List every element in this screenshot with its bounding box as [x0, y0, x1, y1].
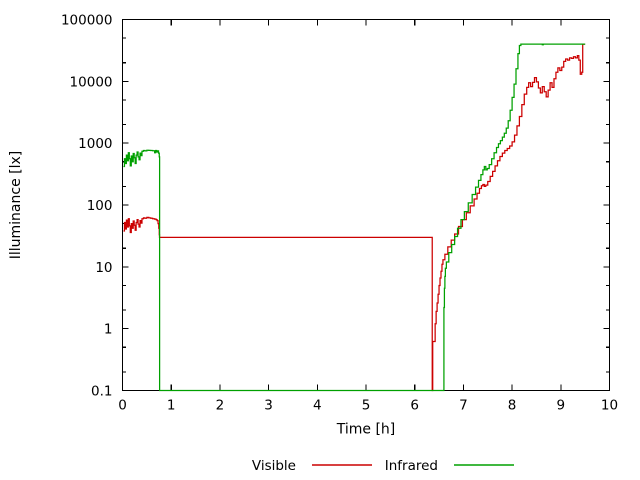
x-axis-tick-label: 10 [601, 398, 618, 414]
x-axis-tick-label: 0 [118, 398, 127, 414]
x-axis-tick-label: 7 [459, 398, 468, 414]
x-axis-tick-label: 3 [264, 398, 273, 414]
legend-label-infrared: Infrared [385, 458, 438, 474]
x-axis-tick-label: 2 [216, 398, 225, 414]
y-axis-tick-label: 10000 [70, 74, 113, 90]
x-axis-tick-label: 9 [557, 398, 566, 414]
y-axis-tick-label: 1 [104, 322, 113, 338]
series-line-visible [123, 43, 586, 392]
x-axis-tick-label: 4 [313, 398, 322, 414]
axis-tick-marks [121, 18, 611, 392]
y-axis-title: Illuminance [lx] [8, 151, 24, 260]
y-axis-tick-label: 10 [95, 260, 112, 276]
x-axis-title: Time [h] [336, 422, 396, 438]
y-axis-tick-label: 100 [87, 198, 113, 214]
y-axis-tick-label: 1000 [78, 136, 112, 152]
chart-legend: Visible Infrared [252, 458, 514, 474]
x-axis-tick-label: 8 [508, 398, 517, 414]
x-axis-tick-label: 6 [410, 398, 419, 414]
y-axis-tick-labels: 0.1 1 10 100 1000 10000 100000 [61, 13, 113, 400]
y-axis-tick-label: 0.1 [91, 384, 112, 400]
y-axis-tick-label: 100000 [61, 13, 113, 29]
legend-label-visible: Visible [252, 458, 296, 474]
x-axis-tick-label: 5 [362, 398, 371, 414]
series-line-infrared [123, 43, 586, 392]
data-series-group [123, 43, 586, 392]
x-axis-tick-label: 1 [167, 398, 176, 414]
plot-frame [121, 18, 611, 392]
x-axis-tick-labels: 0 1 2 3 4 5 6 7 8 9 10 [118, 398, 618, 414]
